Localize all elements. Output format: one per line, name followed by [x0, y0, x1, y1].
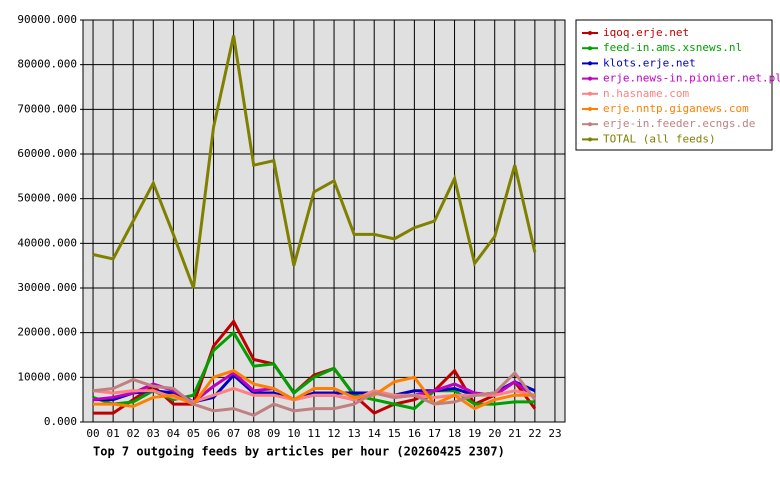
x-tick-label: 19 [468, 427, 481, 440]
legend-marker [588, 31, 592, 35]
x-tick-label: 17 [428, 427, 441, 440]
legend-label: klots.erje.net [603, 56, 696, 69]
series-line [92, 35, 537, 289]
legend-label: iqoq.erje.net [603, 26, 689, 39]
x-tick-label: 01 [107, 427, 120, 440]
y-tick-label: 10000.000 [17, 370, 77, 383]
legend-label: erje.nntp.giganews.com [603, 102, 749, 115]
y-tick-label: 70000.000 [17, 102, 77, 115]
series-line [92, 370, 537, 417]
legend-marker [588, 46, 592, 51]
chart-title: Top 7 outgoing feeds by articles per hou… [93, 445, 505, 459]
x-tick-label: 15 [388, 427, 401, 440]
y-tick-label: 20000.000 [17, 326, 77, 339]
x-tick-label: 18 [448, 427, 461, 440]
x-tick-label: 00 [86, 427, 99, 440]
x-tick-label: 21 [508, 427, 521, 440]
plot-border [82, 19, 566, 423]
legend-marker [588, 122, 592, 127]
legend-label: TOTAL (all feeds) [603, 132, 716, 145]
plot-area [83, 20, 565, 422]
x-tick-label: 20 [488, 427, 501, 440]
legend-marker [588, 107, 592, 111]
legend-marker [588, 137, 592, 142]
legend-marker [588, 61, 592, 66]
x-tick-label: 08 [247, 427, 260, 440]
y-tick-label: 30000.000 [17, 281, 77, 294]
legend-label: feed-in.ams.xsnews.nl [603, 41, 742, 54]
y-tick-label: 0.000 [44, 415, 77, 428]
x-tick-label: 10 [287, 427, 300, 440]
x-tick-label: 05 [187, 427, 200, 440]
y-tick-label: 60000.000 [17, 147, 77, 160]
x-tick-label: 11 [307, 427, 320, 440]
y-tick-label: 80000.000 [17, 58, 77, 71]
x-tick-label: 14 [368, 427, 382, 440]
x-tick-label: 09 [267, 427, 280, 440]
legend-label: n.hasname.com [603, 87, 689, 100]
x-tick-label: 22 [528, 427, 541, 440]
legend-label: erje.news-in.pionier.net.pl [603, 72, 780, 85]
x-tick-label: 03 [147, 427, 160, 440]
series-line [93, 372, 536, 404]
x-tick-label: 07 [227, 427, 240, 440]
x-tick-label: 02 [127, 427, 140, 440]
x-tick-label: 16 [408, 427, 421, 440]
legend-marker [588, 76, 592, 81]
y-tick-label: 50000.000 [17, 192, 77, 205]
x-tick-label: 06 [207, 427, 220, 440]
x-tick-label: 04 [167, 427, 181, 440]
legend-marker [588, 91, 592, 96]
legend-label: erje-in.feeder.ecngs.de [603, 117, 755, 130]
legend-box [575, 19, 773, 151]
y-tick-label: 40000.000 [17, 236, 77, 249]
x-tick-label: 13 [348, 427, 361, 440]
x-tick-label: 12 [327, 427, 340, 440]
y-tick-label: 90000.000 [17, 13, 77, 26]
x-tick-label: 23 [548, 427, 561, 440]
